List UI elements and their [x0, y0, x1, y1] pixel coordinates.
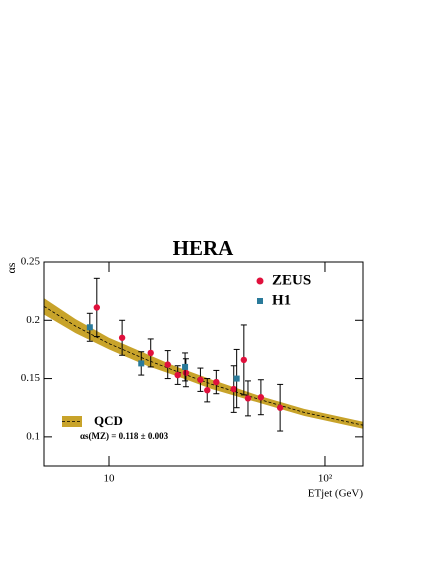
- y-tick-label: 0.1: [26, 430, 40, 442]
- y-tick-label: 0.25: [21, 256, 41, 268]
- qcd-line: [43, 305, 364, 426]
- point: [213, 378, 220, 386]
- x-tick-label: 10²: [318, 473, 333, 485]
- legend-marker: [256, 277, 264, 285]
- point: [174, 371, 181, 379]
- qcd-band: [44, 298, 363, 429]
- point: [182, 369, 190, 376]
- legend-label: ZEUS: [272, 272, 311, 288]
- band-legend-label: QCD: [94, 413, 123, 428]
- plot-frame: [43, 261, 364, 467]
- x-axis-label: ETjet (GeV): [308, 488, 364, 500]
- y-tick-label: 0.15: [21, 372, 41, 384]
- point: [240, 356, 248, 364]
- y-tick-label: 0.2: [26, 314, 40, 326]
- point: [118, 334, 126, 341]
- point: [86, 324, 93, 331]
- point: [276, 404, 284, 411]
- y-axis-label: αs: [4, 262, 18, 273]
- legend-marker: [257, 298, 263, 304]
- x-tick-label: 10: [104, 473, 116, 485]
- point: [257, 394, 265, 401]
- point: [197, 376, 204, 383]
- point: [164, 361, 171, 368]
- point: [182, 363, 189, 370]
- point: [244, 395, 252, 402]
- legend-label: H1: [272, 292, 291, 308]
- point: [138, 360, 145, 367]
- point: [233, 375, 240, 382]
- point: [230, 385, 237, 393]
- point: [147, 349, 154, 357]
- chart-title: HERA: [173, 236, 235, 260]
- band-note: αs(MZ) = 0.118 ± 0.003: [80, 431, 169, 441]
- point: [204, 387, 211, 394]
- point: [93, 304, 101, 311]
